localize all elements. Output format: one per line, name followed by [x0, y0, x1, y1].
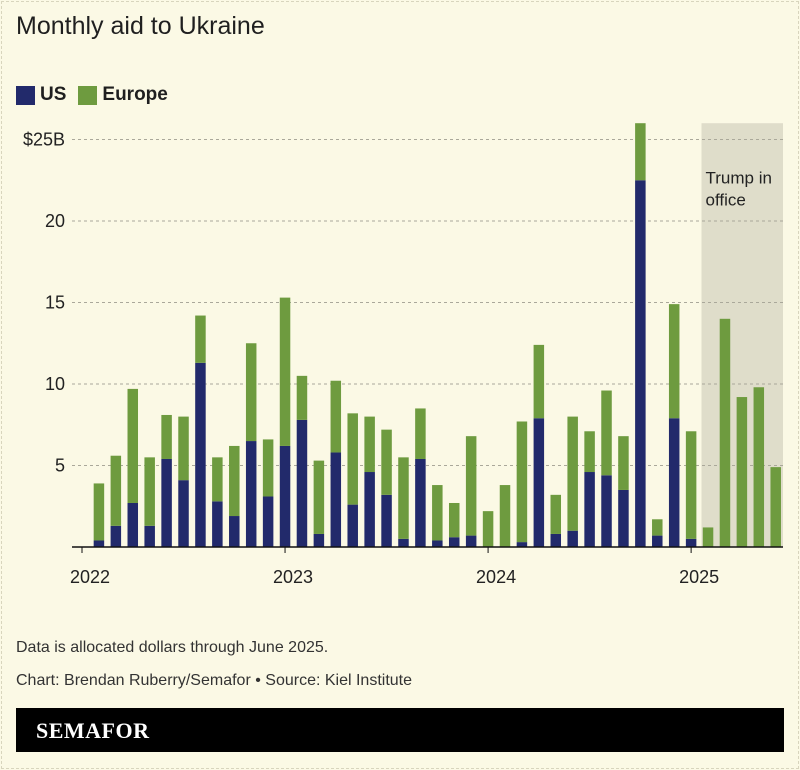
bar-europe [465, 436, 477, 536]
legend-item-us: US [16, 84, 66, 106]
bar-europe [245, 343, 257, 442]
bar-us [195, 362, 206, 547]
bar-us [618, 489, 629, 547]
bar-us [127, 502, 139, 547]
bar-europe [279, 297, 291, 446]
semafor-logo: SEMAFOR [36, 718, 150, 743]
bar-us [313, 533, 325, 547]
bar-us [245, 441, 257, 547]
bar-europe [652, 519, 663, 536]
bar-us [110, 525, 122, 547]
bar-us [144, 525, 155, 547]
data-note: Data is allocated dollars through June 2… [16, 639, 329, 656]
bar-europe [195, 315, 206, 363]
bar-europe [330, 380, 342, 453]
y-tick-label: 15 [45, 293, 65, 313]
bar-europe [618, 436, 629, 490]
bar-europe [685, 431, 697, 539]
bar-europe [347, 413, 358, 505]
bar-us [668, 418, 680, 547]
x-tick-label: 2023 [273, 567, 313, 587]
x-tick-label: 2022 [70, 567, 110, 587]
bar-europe [381, 429, 392, 495]
bar-us [432, 540, 443, 547]
y-tick-label: 5 [55, 456, 65, 476]
bar-europe [93, 483, 105, 541]
bar-us [550, 533, 562, 547]
bar-us [398, 538, 409, 547]
bar-us [161, 458, 172, 547]
bar-us [465, 535, 477, 547]
bar-europe [296, 375, 308, 420]
bar-europe [178, 416, 189, 481]
bar-europe [601, 390, 612, 476]
bar-us [279, 445, 291, 547]
bar-us [567, 530, 578, 547]
bar-us [584, 472, 595, 547]
bar-us [415, 458, 426, 547]
legend-item-europe: Europe [78, 84, 168, 106]
bar-europe [127, 388, 139, 503]
bar-europe [415, 408, 426, 459]
bar-us [448, 537, 460, 547]
bar-europe [584, 431, 595, 473]
bar-europe [110, 455, 122, 526]
bar-europe [635, 123, 646, 181]
bar-us [296, 419, 308, 547]
bar-europe [499, 485, 511, 547]
bar-us [347, 504, 358, 547]
bar-europe [313, 460, 325, 534]
bar-europe [448, 502, 460, 538]
bar-europe [550, 494, 562, 534]
bar-europe [770, 467, 781, 547]
legend: US Europe [16, 84, 180, 106]
bar-europe [364, 416, 375, 473]
bar-us [212, 501, 223, 547]
bar-europe [161, 414, 172, 459]
bar-europe [212, 457, 223, 502]
bar-europe [567, 416, 578, 531]
bar-europe [229, 445, 240, 517]
credit-line: Chart: Brendan Ruberry/Semafor • Source:… [16, 672, 413, 689]
trump-in-office-label: Trump in office [705, 169, 771, 210]
bar-europe [262, 439, 274, 497]
bar-us [601, 475, 612, 547]
bar-us [364, 472, 375, 547]
legend-label-us: US [40, 84, 67, 105]
bar-us [652, 535, 663, 547]
bar-us [178, 480, 189, 547]
chart-title: Monthly aid to Ukraine [16, 12, 265, 40]
chart-plot: Trump in office 5 10 15 20 $25B 2022 2023 2024 202… [23, 123, 783, 587]
bar-europe [144, 457, 155, 526]
bar-europe [719, 318, 731, 547]
bar-us [635, 180, 646, 547]
footer-bar: SEMAFOR [16, 708, 784, 752]
bar-us [533, 418, 545, 547]
x-tick-label: 2024 [476, 567, 516, 587]
y-tick-label: 10 [45, 374, 65, 394]
bar-europe [533, 344, 545, 419]
bar-us [685, 538, 697, 547]
y-tick-label: 20 [45, 211, 65, 231]
bar-europe [668, 304, 680, 419]
bar-us [330, 452, 342, 547]
x-tick-label: 2025 [679, 567, 719, 587]
bar-us [93, 540, 105, 547]
bar-europe [753, 387, 765, 547]
bar-us [229, 516, 240, 547]
bar-europe [432, 485, 443, 541]
legend-swatch-europe [78, 85, 98, 105]
bar-europe [702, 527, 714, 547]
legend-swatch-us [16, 85, 35, 105]
bar-us [516, 542, 528, 547]
bar-europe [516, 421, 528, 543]
bar-europe [482, 511, 494, 547]
y-tick-label: $25B [23, 130, 65, 150]
bar-europe [398, 457, 409, 539]
bar-europe [736, 397, 748, 547]
bar-us [262, 496, 274, 547]
bar-us [381, 494, 392, 547]
legend-label-europe: Europe [102, 84, 168, 105]
